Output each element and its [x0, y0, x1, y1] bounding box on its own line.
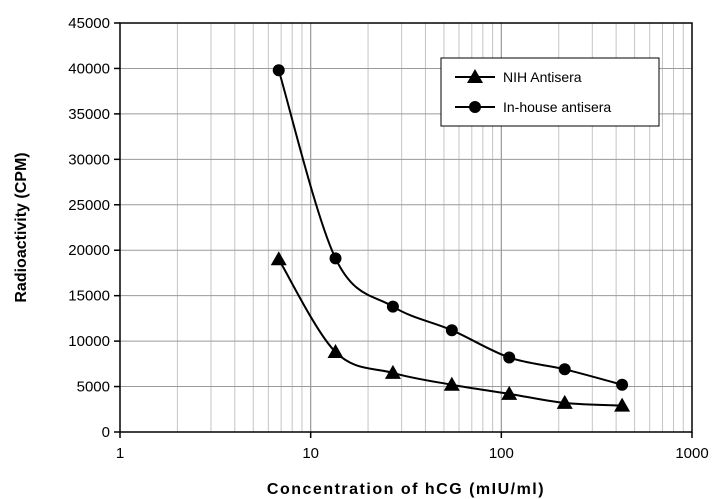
triangle-point: [614, 397, 631, 412]
triangle-point: [501, 385, 518, 400]
x-tick-label: 100: [489, 445, 514, 462]
circle-point: [503, 351, 516, 364]
legend-box: [440, 57, 660, 127]
y-tick-label: 45000: [68, 15, 110, 32]
circle-point: [272, 64, 285, 77]
y-tick-label: 0: [102, 424, 110, 441]
legend-entry: NIH Antisera: [455, 69, 582, 85]
y-tick-label: 10000: [68, 333, 110, 350]
circle-point: [445, 324, 458, 337]
y-tick-label: 35000: [68, 106, 110, 123]
series-group: [270, 64, 631, 412]
legend: NIH Antisera In-house antisera: [440, 57, 660, 127]
axis-ticks: 0 5000 10000 15000 20000 25000 30000 35000 40000…: [68, 15, 708, 462]
y-tick-label: 20000: [68, 242, 110, 259]
y-tick-label: 25000: [68, 197, 110, 214]
y-axis-title: Radioactivity (CPM): [13, 152, 30, 302]
legend-label: NIH Antisera: [503, 69, 582, 85]
triangle-point: [443, 376, 460, 391]
y-tick-label: 5000: [77, 379, 110, 396]
triangle-marker-icon: [467, 69, 483, 83]
legend-label: In-house antisera: [503, 99, 611, 115]
circle-point: [616, 378, 629, 391]
y-tick-label: 15000: [68, 288, 110, 305]
triangle-point: [384, 364, 401, 379]
plot-frame: [119, 22, 693, 433]
circle-point: [558, 363, 571, 376]
x-tick-label: 10: [302, 445, 319, 462]
y-tick-label: 40000: [68, 60, 110, 77]
x-tick-label: 1000: [675, 445, 708, 462]
triangle-point: [327, 344, 344, 359]
triangle-point: [556, 394, 573, 409]
circle-point: [329, 252, 342, 265]
series-nih-antisera: [270, 251, 631, 412]
triangle-point: [270, 251, 287, 266]
circle-marker-icon: [469, 101, 481, 113]
y-tick-label: 30000: [68, 151, 110, 168]
circle-point: [386, 300, 399, 313]
series-in-house-antisera: [272, 64, 629, 391]
x-axis-title: Concentration of hCG (mIU/ml): [267, 481, 545, 498]
legend-entry: In-house antisera: [455, 99, 611, 115]
x-tick-label: 1: [116, 445, 124, 462]
